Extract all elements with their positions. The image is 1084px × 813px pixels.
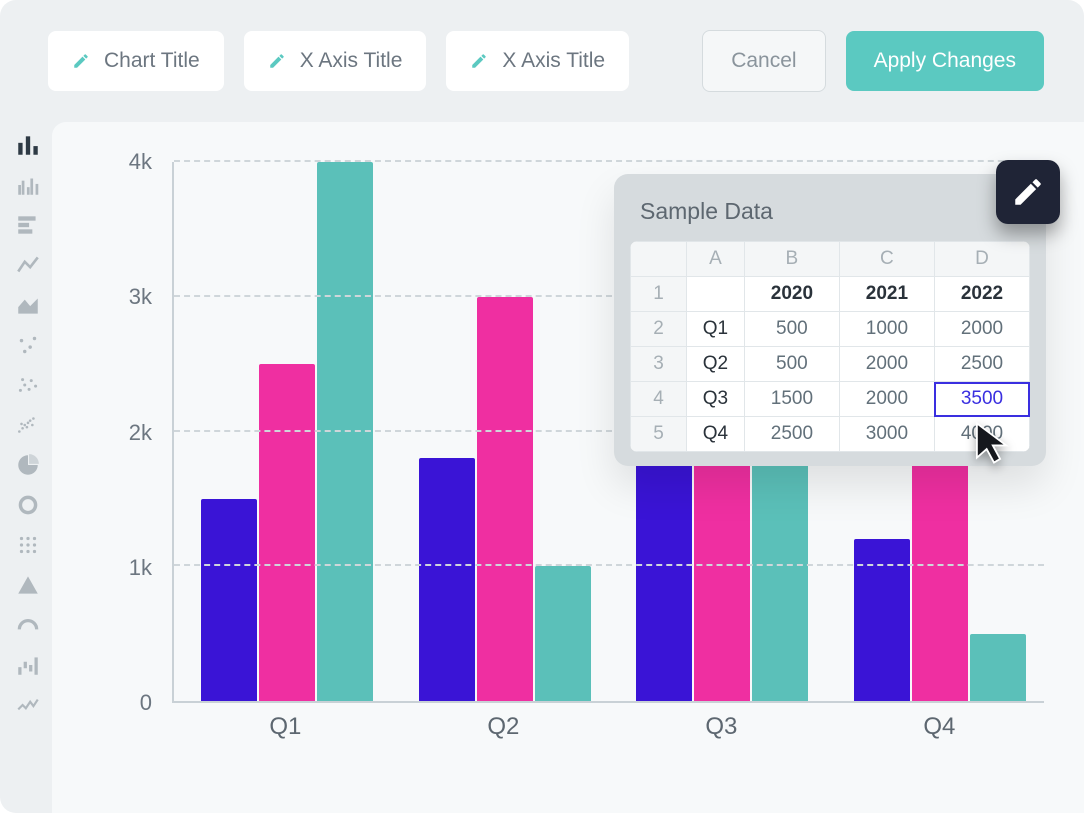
table-cell[interactable]: 2500	[934, 347, 1029, 382]
y-tick-label: 1k	[129, 555, 152, 581]
x-axis-title-field-2[interactable]: X Axis Title	[446, 31, 629, 91]
bar[interactable]	[636, 445, 692, 701]
table-cell[interactable]	[687, 277, 745, 312]
bar[interactable]	[259, 364, 315, 701]
row-number: 4	[631, 382, 687, 417]
bar-group	[419, 162, 591, 701]
horizontal-bar-icon[interactable]	[15, 212, 41, 238]
table-corner	[631, 242, 687, 277]
table-cell[interactable]: 500	[744, 312, 839, 347]
x-axis-labels: Q1 Q2 Q3 Q4	[172, 713, 1044, 753]
grid-line	[174, 564, 1044, 566]
bar[interactable]	[317, 162, 373, 701]
y-tick-label: 4k	[129, 149, 152, 175]
pie-chart-icon[interactable]	[15, 452, 41, 478]
scatter-dense-icon[interactable]	[15, 412, 41, 438]
data-table[interactable]: ABCD12020202120222Q1500100020003Q2500200…	[630, 241, 1030, 452]
table-cell[interactable]: 2500	[744, 417, 839, 452]
chart-type-sidebar	[0, 122, 46, 813]
chart-title-field[interactable]: Chart Title	[48, 31, 224, 91]
bar[interactable]	[694, 445, 750, 701]
bar-chart-icon[interactable]	[15, 132, 41, 158]
pencil-icon	[470, 52, 488, 70]
table-cell[interactable]: 3500	[934, 382, 1029, 417]
col-letter: D	[934, 242, 1029, 277]
table-cell[interactable]: 3000	[839, 417, 934, 452]
col-letter: B	[744, 242, 839, 277]
table-cell[interactable]: 2000	[839, 347, 934, 382]
col-letter: A	[687, 242, 745, 277]
table-cell[interactable]: Q3	[687, 382, 745, 417]
table-cell[interactable]: 1000	[839, 312, 934, 347]
table-cell[interactable]: 2000	[839, 382, 934, 417]
y-axis: 01k2k3k4k	[112, 162, 160, 703]
scatter-sparse-icon[interactable]	[15, 332, 41, 358]
cancel-button[interactable]: Cancel	[702, 30, 825, 92]
bar[interactable]	[535, 566, 591, 701]
x-axis-title-placeholder-1: X Axis Title	[300, 49, 403, 73]
line-chart-icon[interactable]	[15, 252, 41, 278]
sparkline-icon[interactable]	[15, 692, 41, 718]
mouse-cursor-icon	[974, 421, 1014, 465]
row-number: 2	[631, 312, 687, 347]
apply-button-label: Apply Changes	[874, 49, 1016, 72]
x-tick-label: Q1	[269, 713, 301, 741]
pyramid-icon[interactable]	[15, 572, 41, 598]
area-chart-icon[interactable]	[15, 292, 41, 318]
donut-chart-icon[interactable]	[15, 492, 41, 518]
bar[interactable]	[970, 634, 1026, 701]
y-tick-label: 2k	[129, 420, 152, 446]
bar[interactable]	[477, 297, 533, 701]
pencil-icon	[268, 52, 286, 70]
col-letter: C	[839, 242, 934, 277]
y-tick-label: 3k	[129, 284, 152, 310]
edit-data-button[interactable]	[996, 160, 1060, 224]
bar[interactable]	[419, 458, 475, 701]
x-tick-label: Q4	[923, 713, 955, 741]
table-cell[interactable]: 500	[744, 347, 839, 382]
cancel-button-label: Cancel	[731, 49, 796, 72]
chart-title-placeholder: Chart Title	[104, 49, 200, 73]
table-cell[interactable]: Q2	[687, 347, 745, 382]
row-number: 1	[631, 277, 687, 312]
apply-changes-button[interactable]: Apply Changes	[846, 31, 1044, 91]
clustered-bar-icon[interactable]	[15, 172, 41, 198]
grid-line	[174, 160, 1044, 162]
table-cell[interactable]: 2022	[934, 277, 1029, 312]
toolbar: Chart Title X Axis Title X Axis Title Ca…	[0, 0, 1084, 122]
pencil-icon	[1011, 175, 1045, 209]
x-axis-title-placeholder-2: X Axis Title	[502, 49, 605, 73]
x-tick-label: Q3	[705, 713, 737, 741]
table-cell[interactable]: 1500	[744, 382, 839, 417]
y-tick-label: 0	[140, 690, 152, 716]
sample-data-title: Sample Data	[640, 198, 773, 224]
row-number: 5	[631, 417, 687, 452]
x-tick-label: Q2	[487, 713, 519, 741]
scatter-dots-icon[interactable]	[15, 372, 41, 398]
bar-group	[201, 162, 373, 701]
x-axis-title-field-1[interactable]: X Axis Title	[244, 31, 427, 91]
table-cell[interactable]: 2020	[744, 277, 839, 312]
bar[interactable]	[752, 445, 808, 701]
table-cell[interactable]: Q1	[687, 312, 745, 347]
table-cell[interactable]: 2021	[839, 277, 934, 312]
table-cell[interactable]: 2000	[934, 312, 1029, 347]
table-cell[interactable]: Q4	[687, 417, 745, 452]
row-number: 3	[631, 347, 687, 382]
pencil-icon	[72, 52, 90, 70]
gauge-icon[interactable]	[15, 612, 41, 638]
bar[interactable]	[912, 445, 968, 701]
dot-matrix-icon[interactable]	[15, 532, 41, 558]
waterfall-icon[interactable]	[15, 652, 41, 678]
bar[interactable]	[201, 499, 257, 701]
